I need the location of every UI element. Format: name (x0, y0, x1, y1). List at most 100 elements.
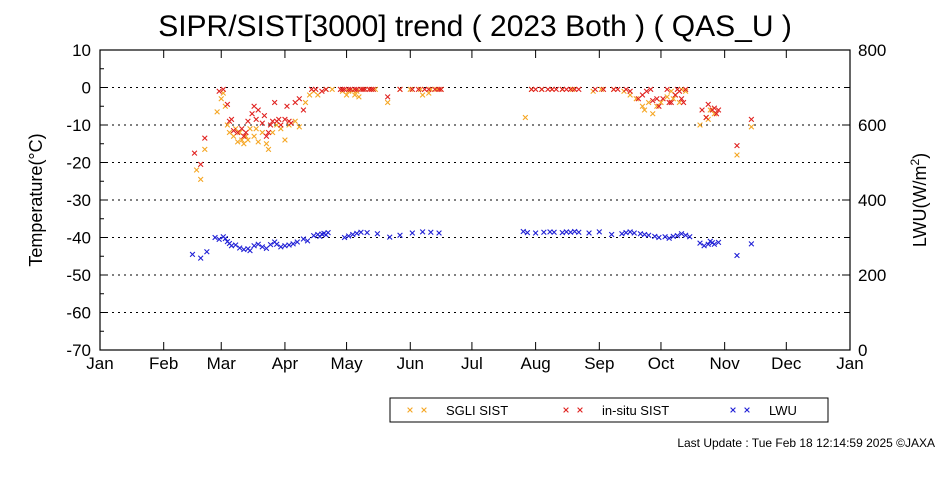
in-situ-sist-point (220, 86, 227, 93)
y-tick-right-label: 0 (858, 341, 867, 360)
in-situ-sist-point (713, 110, 720, 117)
in-situ-sist-point (532, 86, 539, 93)
in-situ-sist-point (748, 116, 755, 123)
lwu-point (386, 234, 393, 240)
sgli-sist-point (329, 86, 335, 93)
in-situ-sist-point (643, 88, 650, 95)
lwu-point (364, 229, 370, 236)
in-situ-sist-point (415, 86, 422, 93)
in-situ-sist-point (664, 86, 670, 93)
in-situ-sist-point (425, 86, 432, 93)
in-situ-sist-point (263, 133, 270, 140)
y-tick-left-label: -30 (66, 191, 91, 210)
in-situ-sist-point (354, 86, 360, 93)
legend-marker-lwu (730, 407, 736, 413)
y-tick-right-label: 800 (858, 41, 886, 60)
in-situ-sist-point (734, 142, 740, 149)
sgli-sist-point (384, 99, 391, 106)
sgli-sist-point (202, 146, 208, 153)
lwu-point (222, 235, 229, 242)
lwu-point (310, 232, 317, 239)
lwu-point (532, 230, 539, 236)
in-situ-sist-point (224, 101, 231, 108)
in-situ-sist-point (288, 120, 294, 126)
lwu-point (259, 244, 266, 250)
in-situ-sist-point (261, 112, 268, 119)
in-situ-sist-point (421, 86, 428, 93)
y-tick-left-label: -70 (66, 341, 91, 360)
lwu-point (734, 252, 740, 259)
lwu-point (273, 241, 280, 248)
y-axis-right-label-sup: 2 (908, 159, 922, 166)
lwu-point (419, 229, 426, 235)
lwu-point (251, 242, 257, 249)
sgli-sist-point (214, 109, 220, 115)
lwu-point (436, 230, 442, 236)
y-axis-right-label: LWU(W/m2) (908, 153, 930, 247)
in-situ-sist-point (360, 86, 366, 93)
lwu-point (652, 233, 658, 240)
lwu-point (541, 229, 547, 236)
y-axis-left: 10 0 -10 -20 -30 -40 -50 -60 -70 (66, 41, 108, 360)
in-situ-sist-point (284, 103, 290, 110)
lwu-point (697, 240, 703, 246)
sgli-sist-point (428, 86, 434, 93)
x-tick-label: Feb (149, 354, 178, 373)
in-situ-sist-point (559, 86, 566, 93)
x-tick-label: Oct (648, 354, 675, 373)
in-situ-sist-point (668, 99, 675, 106)
in-situ-sist-point (271, 99, 278, 106)
x-tick-label: Jul (461, 354, 483, 373)
in-situ-sist-point (300, 107, 307, 113)
x-tick-label: Sep (584, 354, 614, 373)
in-situ-sist-point (216, 88, 222, 95)
lwu-point (212, 234, 218, 241)
lwu-point (682, 232, 689, 239)
sgli-sist-point (417, 86, 424, 93)
sgli-sist-point (522, 114, 529, 121)
sgli-sist-point (641, 107, 648, 113)
y-tick-left-label: -40 (66, 229, 91, 248)
lwu-point (627, 229, 633, 235)
lwu-point (623, 229, 629, 236)
legend-label-sgli-sist: SGLI SIST (446, 403, 508, 418)
sgli-sist-point (292, 118, 298, 125)
in-situ-sist-point (345, 86, 352, 93)
in-situ-sist-point (358, 86, 364, 93)
in-situ-sist-point (436, 86, 442, 93)
sgli-sist-point (302, 99, 309, 106)
legend-box (389, 397, 829, 423)
in-situ-sist-point (678, 95, 685, 102)
in-situ-sist-point (312, 86, 319, 93)
sgli-sist-point (234, 139, 241, 145)
lwu-point (637, 230, 644, 237)
sgli-sist-point (197, 176, 204, 183)
lwu-point (204, 248, 210, 255)
data-points (189, 86, 755, 261)
x-axis: Jan Feb Mar Apr May Jun Jul Aug Sep Oct Nov Dec Jan (86, 50, 864, 373)
lwu-point (349, 231, 356, 238)
legend-marker-lwu (744, 407, 750, 413)
sgli-sist-point (407, 86, 414, 93)
sgli-sist-point (251, 133, 257, 140)
y-axis-right-label-end: ) (910, 153, 930, 159)
y-tick-left-label: -20 (66, 154, 91, 173)
lwu-point (286, 242, 292, 248)
lwu-point (232, 242, 239, 248)
y-tick-left-label: -10 (66, 116, 91, 135)
x-tick-label: Dec (771, 354, 802, 373)
y-tick-right-label: 400 (858, 191, 886, 210)
lwu-point (325, 229, 331, 236)
lwu-point (294, 239, 301, 245)
lwu-point (608, 231, 615, 238)
x-tick-label: Apr (272, 354, 299, 373)
lwu-point (247, 247, 253, 254)
in-situ-sist-point (538, 86, 545, 93)
in-situ-sist-point (615, 86, 621, 93)
lwu-point (524, 229, 531, 236)
legend: SGLI SIST in-situ SIST LWU (389, 397, 829, 423)
in-situ-sist-point (259, 120, 266, 126)
in-situ-sist-point (575, 86, 582, 93)
in-situ-sist-point (243, 129, 249, 136)
lwu-point (236, 245, 243, 251)
